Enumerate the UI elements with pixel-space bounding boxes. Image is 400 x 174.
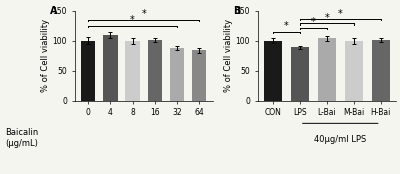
Bar — [103, 35, 118, 101]
Text: A: A — [50, 6, 57, 16]
Bar — [192, 50, 206, 101]
Y-axis label: % of Cell viability: % of Cell viability — [41, 19, 50, 92]
Bar — [318, 38, 336, 101]
Text: *: * — [141, 9, 146, 19]
Text: *: * — [130, 15, 135, 25]
Text: *: * — [284, 21, 289, 31]
Text: *: * — [324, 13, 329, 23]
Bar — [148, 40, 162, 101]
Bar — [264, 41, 282, 101]
Bar — [170, 48, 184, 101]
Bar — [291, 48, 308, 101]
Bar — [125, 41, 140, 101]
Text: 40μg/ml LPS: 40μg/ml LPS — [314, 135, 366, 144]
Bar — [81, 41, 95, 101]
Text: Baicalin: Baicalin — [6, 128, 39, 137]
Bar — [345, 41, 362, 101]
Text: B: B — [233, 6, 240, 16]
Y-axis label: % of Cell viability: % of Cell viability — [224, 19, 233, 92]
Text: (μg/mL): (μg/mL) — [6, 139, 38, 148]
Text: *: * — [338, 9, 343, 19]
Text: *: * — [311, 17, 316, 27]
Bar — [372, 40, 390, 101]
